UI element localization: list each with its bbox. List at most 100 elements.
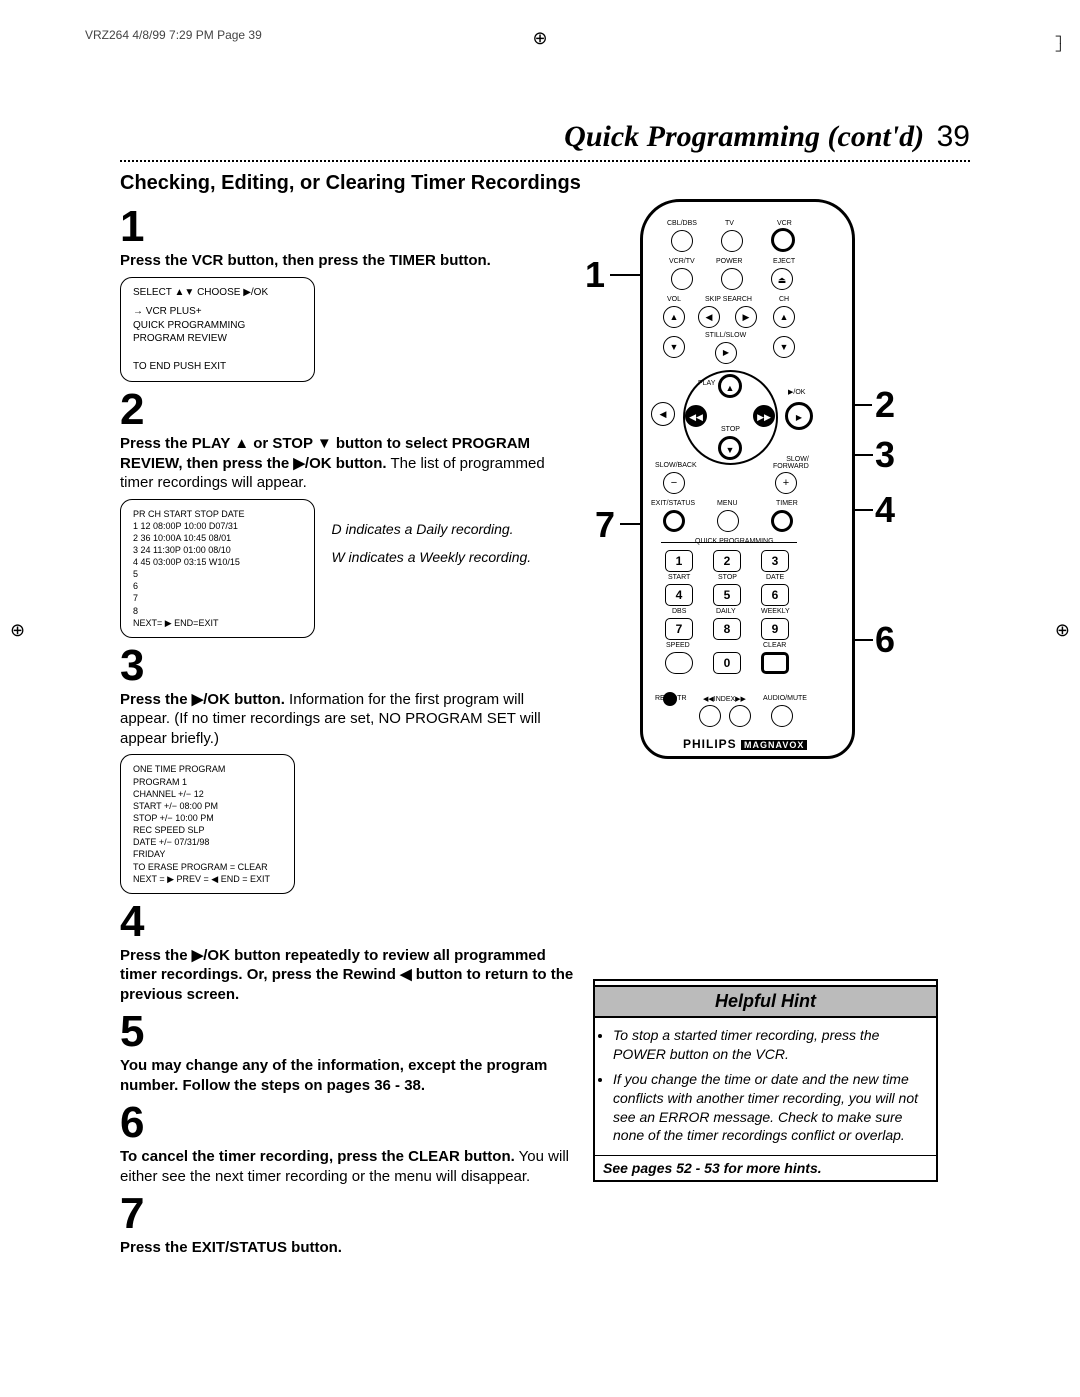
callout-4: 4 xyxy=(875,489,895,531)
hint-title: Helpful Hint xyxy=(595,985,936,1018)
stop-button[interactable]: ▼ xyxy=(718,436,742,460)
clear-button[interactable] xyxy=(761,652,789,674)
step-number: 2 xyxy=(120,388,575,432)
osd-notes: D indicates a Daily recording. W indicat… xyxy=(331,515,531,571)
osd-line: FRIDAY xyxy=(133,848,282,860)
remote-label: TV xyxy=(725,220,734,227)
vcr-button[interactable] xyxy=(771,228,795,252)
remote-label: START xyxy=(668,574,690,581)
key-6-button[interactable]: 6 xyxy=(761,584,789,606)
key-5-button[interactable]: 5 xyxy=(713,584,741,606)
remote-label: CLEAR xyxy=(763,642,786,649)
key-4-button[interactable]: 4 xyxy=(665,584,693,606)
remote-label: VCR xyxy=(777,220,792,227)
skip-fwd-button[interactable]: ▶ xyxy=(735,306,757,328)
osd-row: 1 12 08:00P 10:00 D07/31 xyxy=(133,520,302,532)
brand-magnavox: MAGNAVOX xyxy=(741,740,807,750)
remote-label: EXIT/STATUS xyxy=(651,500,695,507)
menu-button[interactable] xyxy=(717,510,739,532)
osd-row: 6 xyxy=(133,580,302,592)
remote-label: DAILY xyxy=(716,608,736,615)
remote-label: POWER xyxy=(716,258,742,265)
vol-up-button[interactable]: ▲ xyxy=(663,306,685,328)
osd-line: TO END PUSH EXIT xyxy=(133,360,302,374)
remote-label: STOP xyxy=(721,426,740,433)
key-9-button[interactable]: 9 xyxy=(761,618,789,640)
key-8-button[interactable]: 8 xyxy=(713,618,741,640)
timer-button[interactable] xyxy=(771,510,793,532)
play-button[interactable]: ▲ xyxy=(718,374,742,398)
remote-label: SKIP SEARCH xyxy=(705,296,752,303)
remote-label: VOL xyxy=(667,296,681,303)
exit-status-button[interactable] xyxy=(663,510,685,532)
remote-label: PLAY xyxy=(698,380,715,387)
remote-label: SLOW/FORWARD xyxy=(773,456,809,470)
osd-line: STOP +/− 10:00 PM xyxy=(133,812,282,824)
osd-header: PR CH START STOP DATE xyxy=(133,508,302,520)
key-0-button[interactable]: 0 xyxy=(713,652,741,674)
audio-mute-button[interactable] xyxy=(771,705,793,727)
callout-3: 3 xyxy=(875,434,895,476)
remote-label: DATE xyxy=(766,574,784,581)
still-slow-button[interactable]: ▶ xyxy=(715,342,737,364)
hint-list: To stop a started timer recording, press… xyxy=(595,1018,936,1155)
osd-line: CHANNEL +/− 12 xyxy=(133,788,282,800)
osd-note-line: W indicates a Weekly recording. xyxy=(331,543,531,571)
remote-label: VCR/TV xyxy=(669,258,695,265)
vcr-tv-button[interactable] xyxy=(671,268,693,290)
eject-button[interactable]: ⏏ xyxy=(771,268,793,290)
callout-2: 2 xyxy=(875,384,895,426)
osd-box-3: ONE TIME PROGRAM PROGRAM 1 CHANNEL +/− 1… xyxy=(120,754,295,893)
rewind-button[interactable]: ◀◀ xyxy=(685,405,707,427)
osd-box-2: PR CH START STOP DATE 1 12 08:00P 10:00 … xyxy=(120,499,315,638)
step-bold: Press the ▶/OK button. xyxy=(120,691,285,708)
index-fwd-button[interactable] xyxy=(729,705,751,727)
osd-box-1: SELECT ▲▼ CHOOSE ▶/OK → VCR PLUS+ QUICK … xyxy=(120,277,315,383)
remote-label: STOP xyxy=(718,574,737,581)
osd-line: NEXT = ▶ PREV = ◀ END = EXIT xyxy=(133,873,282,885)
instructions-column: 1 Press the VCR button, then press the T… xyxy=(120,199,575,1258)
dotted-rule xyxy=(120,160,970,162)
key-7-button[interactable]: 7 xyxy=(665,618,693,640)
left-button[interactable]: ◀ xyxy=(651,402,675,426)
key-2-button[interactable]: 2 xyxy=(713,550,741,572)
osd-row: 4 45 03:00P 03:15 W10/15 xyxy=(133,556,302,568)
power-button[interactable] xyxy=(721,268,743,290)
osd-line: → VCR PLUS+ xyxy=(133,305,302,319)
tv-button[interactable] xyxy=(721,230,743,252)
slow-back-button[interactable]: − xyxy=(663,472,685,494)
step-number: 1 xyxy=(120,205,575,249)
osd-line: REC SPEED SLP xyxy=(133,824,282,836)
step-bold: Press the VCR button, then press the TIM… xyxy=(120,252,491,269)
osd-row: 8 xyxy=(133,605,302,617)
step-number: 4 xyxy=(120,900,575,944)
step-number: 6 xyxy=(120,1101,575,1145)
ch-down-button[interactable]: ▼ xyxy=(773,336,795,358)
osd-footer: NEXT= ▶ END=EXIT xyxy=(133,617,302,629)
step-bold: To cancel the timer recording, press the… xyxy=(120,1148,515,1165)
osd-line: TO ERASE PROGRAM = CLEAR xyxy=(133,861,282,873)
index-back-button[interactable] xyxy=(699,705,721,727)
speed-button[interactable] xyxy=(665,652,693,674)
skip-back-button[interactable]: ◀ xyxy=(698,306,720,328)
osd-note-line: D indicates a Daily recording. xyxy=(331,515,531,543)
slow-fwd-button[interactable]: + xyxy=(775,472,797,494)
vol-down-button[interactable]: ▼ xyxy=(663,336,685,358)
cbl-dbs-button[interactable] xyxy=(671,230,693,252)
remote-label: CH xyxy=(779,296,789,303)
ch-up-button[interactable]: ▲ xyxy=(773,306,795,328)
remote-label: CBL/DBS xyxy=(667,220,697,227)
page-title-row: Quick Programming (cont'd) 39 xyxy=(120,120,970,154)
step-body: Press the VCR button, then press the TIM… xyxy=(120,251,575,271)
key-3-button[interactable]: 3 xyxy=(761,550,789,572)
step-body: Press the EXIT/STATUS button. xyxy=(120,1238,575,1258)
remote-diagram: CBL/DBS TV VCR VCR/TV POWER EJECT ⏏ VOL … xyxy=(640,199,855,759)
page-title: Quick Programming (cont'd) xyxy=(564,120,924,153)
remote-label: TIMER xyxy=(776,500,798,507)
key-1-button[interactable]: 1 xyxy=(665,550,693,572)
ffwd-button[interactable]: ▶▶ xyxy=(753,405,775,427)
step-number: 5 xyxy=(120,1010,575,1054)
section-subtitle: Checking, Editing, or Clearing Timer Rec… xyxy=(120,172,970,195)
ok-button[interactable]: ▶ xyxy=(785,402,813,430)
callout-1-left: 1 xyxy=(585,254,605,296)
